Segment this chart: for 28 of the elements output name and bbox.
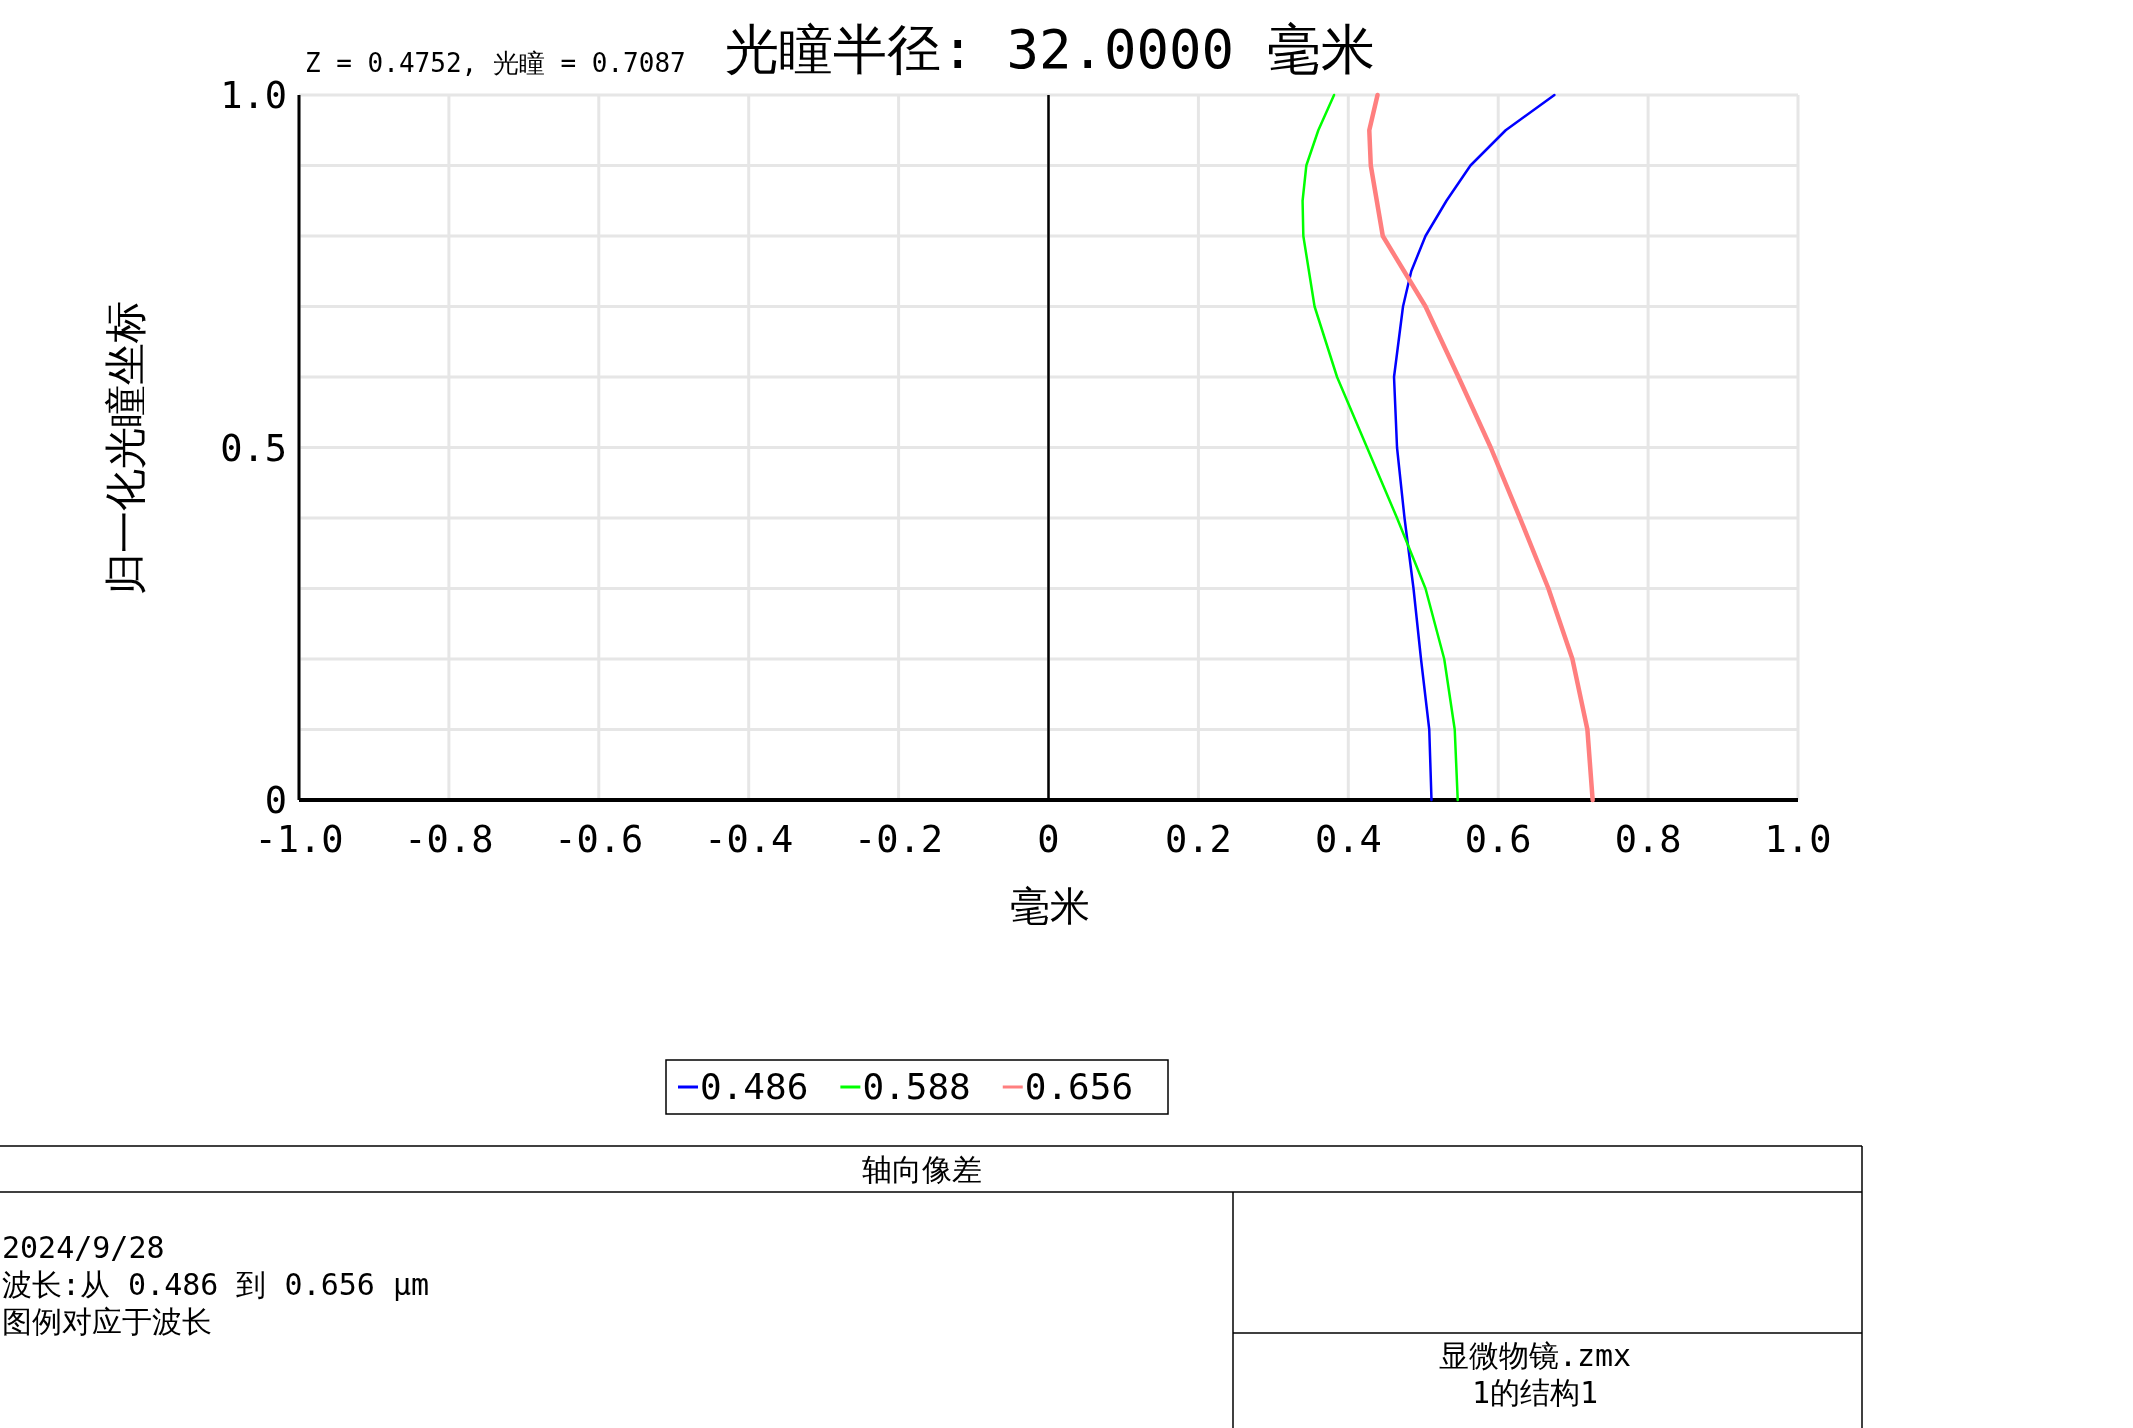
x-tick-label: -0.6 <box>554 818 644 861</box>
line-series <box>1392 93 1556 802</box>
legend-label: 0.486 <box>700 1066 809 1107</box>
x-tick-label: -0.8 <box>404 818 494 861</box>
x-tick-label: 0.2 <box>1164 818 1232 861</box>
x-tick-label: 0.4 <box>1314 818 1382 861</box>
text: 显微物镜.zmx <box>1438 1338 1632 1373</box>
legend-label: 0.588 <box>862 1066 971 1107</box>
text: 2024/9/28 <box>2 1230 165 1265</box>
y-tick-label: 1.0 <box>220 74 287 117</box>
x-tick-label: 0.6 <box>1464 818 1532 861</box>
chart-title: 光瞳半径: 32.0000 毫米 <box>725 18 1375 81</box>
x-axis-title: 毫米 <box>1010 883 1090 929</box>
y-tick-label: 0.5 <box>220 426 287 470</box>
text: Z = 0.4752, 光瞳 = 0.7087 <box>305 48 686 78</box>
x-tick-label: -0.4 <box>704 818 794 861</box>
line-series <box>1301 93 1459 802</box>
text: 波长:从 0.486 到 0.656 μm <box>2 1267 430 1302</box>
text: 轴向像差 <box>862 1152 982 1187</box>
y-axis-title: 归一化光瞳坐标 <box>101 301 150 595</box>
line-series <box>1367 92 1595 803</box>
x-tick-label: 0.8 <box>1614 818 1682 861</box>
legend-label: 0.656 <box>1024 1066 1134 1107</box>
x-tick-label: 0 <box>1037 818 1060 861</box>
x-tick-label: 1.0 <box>1764 818 1832 861</box>
x-tick-label: -0.2 <box>854 818 944 861</box>
text: 图例对应于波长 <box>2 1304 212 1339</box>
text: 1的结构1 <box>1471 1375 1599 1410</box>
